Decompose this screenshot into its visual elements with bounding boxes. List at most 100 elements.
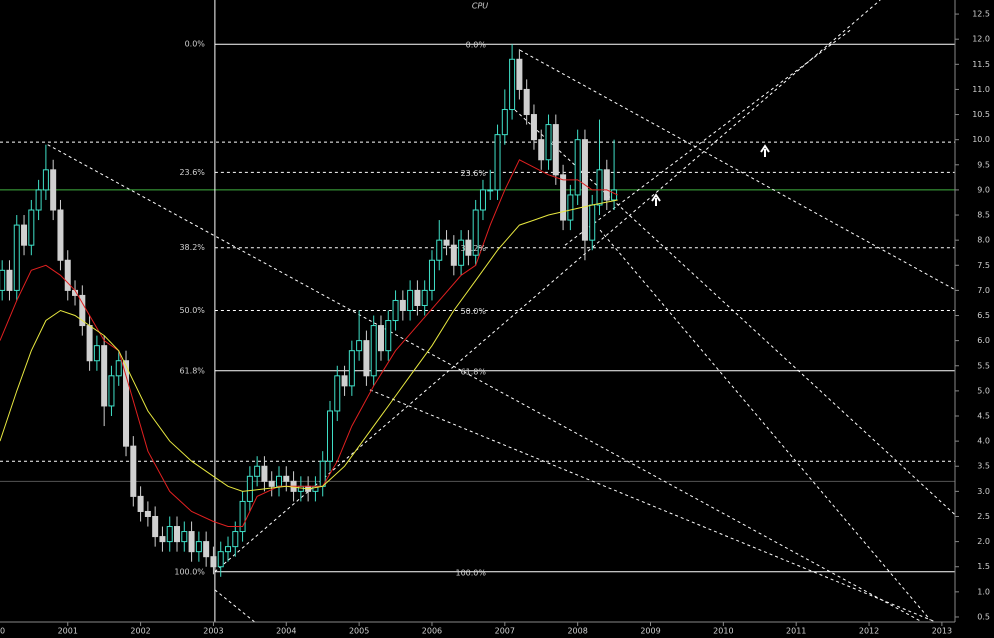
candle-body — [13, 224, 20, 291]
candle-body — [254, 465, 261, 477]
trendline — [47, 144, 924, 622]
x-tick-label: 2009 — [640, 627, 660, 636]
y-tick-label: 8.5 — [977, 211, 990, 220]
candle-body — [334, 375, 341, 412]
y-tick-label: 8.0 — [977, 236, 990, 245]
candle-body — [552, 124, 559, 176]
candle-body — [341, 375, 348, 387]
candle-body — [261, 465, 268, 482]
candle-body — [210, 556, 217, 568]
candle-body — [57, 209, 64, 261]
candle-body — [35, 189, 42, 211]
candle-body — [472, 209, 479, 256]
candle-body — [443, 239, 450, 246]
candle-body — [217, 551, 224, 568]
candle-body — [326, 410, 333, 462]
trendline — [214, 589, 256, 622]
trendline — [514, 109, 955, 516]
y-tick-label: 9.0 — [977, 185, 990, 194]
fib-level-label: 100.0% — [174, 567, 205, 576]
y-tick-label: 11.0 — [972, 85, 990, 94]
x-tick-label: 2002 — [130, 627, 150, 636]
candle-body — [523, 88, 530, 116]
candle-body — [225, 546, 232, 553]
candle-body — [144, 510, 151, 517]
fib-level-label: 0.0% — [466, 41, 487, 50]
y-tick-label: 4.5 — [977, 412, 990, 421]
x-tick-label: 2012 — [859, 627, 879, 636]
candle-body — [370, 325, 377, 377]
candle-body — [421, 289, 428, 306]
candle-body — [283, 475, 290, 482]
candle-body — [501, 109, 508, 136]
candle-body — [268, 480, 275, 487]
candle-body — [436, 239, 443, 261]
x-tick-label: 2011 — [786, 627, 806, 636]
candle-body — [611, 189, 618, 201]
x-tick-label: 2004 — [276, 627, 296, 636]
y-tick-label: 11.5 — [972, 60, 990, 69]
candle-body — [414, 289, 421, 306]
y-tick-label: 5.5 — [977, 361, 990, 370]
arrow-up — [651, 193, 661, 206]
fib-level-label: 100.0% — [455, 568, 486, 577]
candle-body — [239, 500, 246, 533]
candle-body — [530, 114, 537, 141]
plot-area — [0, 0, 955, 622]
x-tick-label: 2008 — [567, 627, 587, 636]
candle-body — [574, 139, 581, 196]
candle-body — [203, 541, 210, 558]
candle-body — [64, 259, 71, 291]
moving-average-line — [0, 159, 618, 527]
candle-body — [348, 350, 355, 387]
x-tick-label: 2013 — [932, 627, 952, 636]
candle-body — [385, 320, 392, 352]
candle-body — [188, 531, 195, 553]
y-tick-label: 1.0 — [977, 587, 990, 596]
candle-body — [275, 475, 282, 487]
candle-body — [545, 124, 552, 161]
x-tick-label: 2010 — [713, 627, 733, 636]
candle-body — [6, 269, 13, 291]
fib-level-label: 61.8% — [461, 367, 487, 376]
candle-body — [392, 299, 399, 322]
candle-body — [181, 531, 188, 543]
x-tick-label: 2005 — [349, 627, 369, 636]
x-tick-label: 2006 — [422, 627, 442, 636]
fib-level-label: 0.0% — [185, 40, 206, 49]
fib-level-label: 61.8% — [179, 366, 205, 375]
x-tick-label: 2007 — [495, 627, 515, 636]
candle-body — [79, 294, 86, 327]
fib-level-label: 23.6% — [461, 169, 487, 178]
y-tick-label: 12.0 — [972, 35, 990, 44]
candle-body — [356, 340, 363, 352]
candle-body — [50, 169, 57, 211]
arrow-up — [760, 144, 770, 157]
candle-body — [538, 139, 545, 161]
candle-body — [596, 169, 603, 206]
candle-body — [115, 360, 122, 377]
y-tick-label: 2.5 — [977, 512, 990, 521]
candle-body — [0, 269, 6, 291]
candle-body — [567, 194, 574, 221]
y-tick-label: 7.0 — [977, 286, 990, 295]
candle-body — [603, 169, 610, 201]
candle-body — [93, 345, 100, 362]
y-tick-label: 2.0 — [977, 537, 990, 546]
y-tick-label: 9.5 — [977, 160, 990, 169]
y-tick-label: 4.0 — [977, 437, 990, 446]
trendline — [519, 49, 955, 291]
y-tick-label: 6.0 — [977, 336, 990, 345]
candle-body — [232, 531, 239, 548]
candle-body — [363, 340, 370, 377]
candle-body — [42, 169, 49, 191]
candle-body — [377, 325, 384, 352]
y-tick-label: 7.5 — [977, 261, 990, 270]
candle-body — [450, 244, 457, 266]
y-tick-label: 3.0 — [977, 487, 990, 496]
candle-body — [123, 360, 130, 447]
y-tick-label: 10.0 — [972, 135, 990, 144]
